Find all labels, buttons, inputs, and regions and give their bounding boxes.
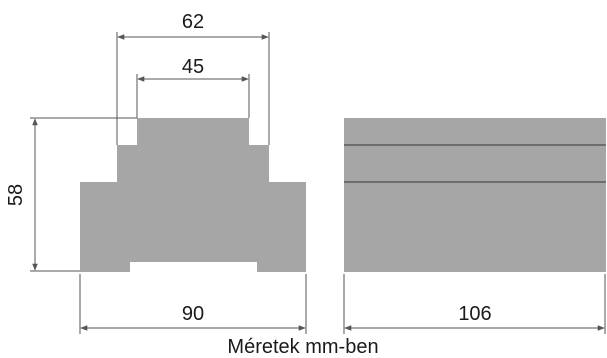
dimension-inner-width: 45: [136, 56, 250, 118]
dimension-base-width: 90: [79, 274, 307, 334]
dimension-depth: 106: [343, 274, 606, 334]
units-caption: Méretek mm-ben: [227, 336, 378, 358]
front-view-body: [80, 118, 306, 272]
dimension-62-label: 62: [182, 11, 204, 33]
dimension-top-width: 62: [116, 11, 270, 145]
dimension-height: 58: [5, 117, 137, 272]
dimension-90-label: 90: [182, 303, 204, 325]
dimension-106-label: 106: [458, 303, 491, 325]
dimension-58-label: 58: [5, 184, 27, 206]
dimension-45-label: 45: [182, 56, 204, 78]
side-view-body: [344, 118, 606, 272]
